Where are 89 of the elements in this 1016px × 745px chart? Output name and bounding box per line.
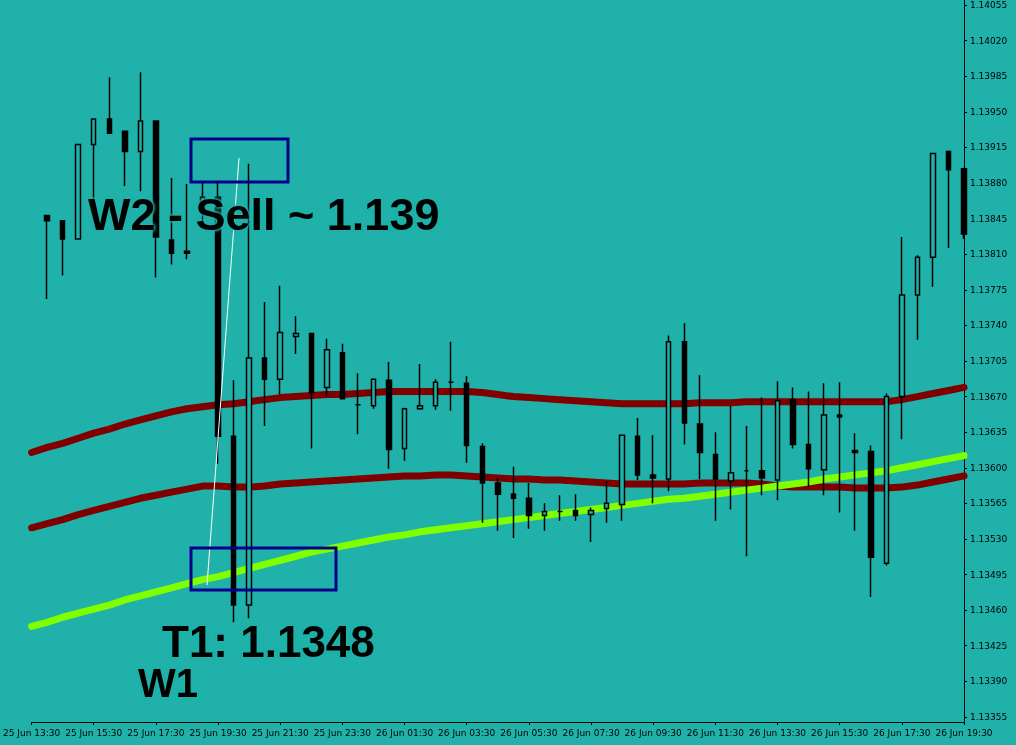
- y-tick-label: 1.14055: [970, 0, 1008, 11]
- candlestick: [836, 381, 843, 514]
- candlestick: [929, 152, 937, 288]
- y-tick-label: 1.13565: [970, 498, 1008, 509]
- candlestick: [618, 434, 626, 522]
- candlestick: [261, 301, 268, 427]
- candlestick: [494, 477, 502, 532]
- y-tick-label: 1.13845: [970, 213, 1008, 224]
- candlestick: [696, 374, 704, 480]
- x-tick-label: 26 Jun 19:30: [935, 727, 993, 738]
- x-tick-label: 26 Jun 13:30: [748, 727, 807, 738]
- x-tick-label: 26 Jun 15:30: [811, 727, 869, 738]
- candlestick: [43, 214, 51, 300]
- candlestick: [665, 334, 672, 492]
- x-tick-label: 26 Jun 11:30: [686, 727, 745, 738]
- y-tick-label: 1.13775: [970, 284, 1008, 295]
- candlestick: [883, 392, 890, 567]
- x-tick-label: 26 Jun 09:30: [624, 727, 683, 738]
- candlestick: [416, 363, 424, 411]
- y-tick-label: 1.13670: [970, 391, 1008, 402]
- candlestick: [634, 417, 641, 481]
- y-tick-label: 1.13950: [970, 106, 1008, 117]
- x-tick-label: 26 Jun 07:30: [562, 727, 620, 738]
- y-tick-label: 1.13915: [970, 142, 1008, 153]
- y-tick-label: 1.13495: [970, 569, 1008, 580]
- x-tick-label: 25 Jun 23:30: [313, 727, 372, 738]
- candlestick: [354, 372, 362, 435]
- y-tick-label: 1.13600: [970, 462, 1008, 473]
- y-tick-label: 1.13425: [970, 640, 1008, 651]
- candlestick: [587, 506, 595, 543]
- y-tick-label: 1.13355: [970, 711, 1008, 722]
- candlestick: [230, 379, 237, 624]
- candlestick: [276, 285, 284, 396]
- candlestick: [556, 494, 564, 522]
- candlestick: [121, 130, 129, 187]
- candlestick: [727, 404, 735, 511]
- x-tick-label: 25 Jun 17:30: [127, 727, 185, 738]
- x-tick-label: 26 Jun 01:30: [375, 727, 434, 738]
- y-tick-label: 1.13460: [970, 605, 1008, 616]
- x-tick-label: 25 Jun 19:30: [189, 727, 247, 738]
- candlestick: [945, 149, 952, 249]
- candlestick: [323, 337, 331, 398]
- candlestick: [758, 396, 766, 496]
- y-tick-label: 1.13985: [970, 71, 1008, 82]
- x-tick-label: 26 Jun 05:30: [500, 727, 558, 738]
- x-tick-label: 25 Jun 13:30: [2, 727, 61, 738]
- candlestick: [292, 315, 300, 355]
- candlestick: [525, 482, 533, 530]
- candlestick: [106, 76, 113, 134]
- x-tick-label: 26 Jun 03:30: [438, 727, 496, 738]
- y-tick-label: 1.13740: [970, 320, 1008, 331]
- candlestick: [681, 322, 688, 446]
- x-tick-label: 25 Jun 15:30: [65, 727, 123, 738]
- candlestick: [774, 380, 781, 502]
- candlestick: [385, 361, 393, 470]
- y-tick-label: 1.13530: [970, 533, 1008, 544]
- candlestick: [541, 502, 548, 532]
- candlestick: [339, 342, 346, 400]
- candlestick: [712, 431, 719, 522]
- candlestick: [463, 375, 470, 464]
- candlestick: [572, 493, 579, 522]
- candlestick: [432, 378, 439, 411]
- candlestick: [914, 254, 921, 341]
- y-tick-label: 1.13635: [970, 427, 1008, 438]
- candlestick: [649, 434, 657, 505]
- candlestick: [308, 332, 315, 450]
- candlestick: [743, 425, 750, 557]
- candlestick: [401, 407, 408, 462]
- candlestick: [510, 466, 517, 539]
- candlestick: [479, 442, 486, 524]
- candlestick: [867, 444, 875, 598]
- candlestick: [74, 143, 82, 240]
- candlestick: [137, 71, 144, 192]
- candlestick: [59, 219, 66, 277]
- y-tick-label: 1.13880: [970, 178, 1008, 189]
- x-tick-label: 25 Jun 21:30: [251, 727, 310, 738]
- candlestick: [789, 386, 797, 450]
- candlestick: [851, 432, 859, 532]
- y-tick-label: 1.13810: [970, 249, 1008, 260]
- y-tick-label: 1.13390: [970, 676, 1008, 687]
- candlestick: [898, 236, 906, 441]
- candlestick: [805, 390, 812, 488]
- candlestick: [603, 480, 610, 524]
- y-tick-label: 1.14020: [970, 35, 1008, 46]
- y-tick-label: 1.13705: [970, 356, 1008, 366]
- candlestick: [447, 340, 455, 412]
- candlestick: [370, 378, 377, 410]
- candlestick: [820, 382, 828, 496]
- x-tick-label: 26 Jun 17:30: [873, 727, 931, 738]
